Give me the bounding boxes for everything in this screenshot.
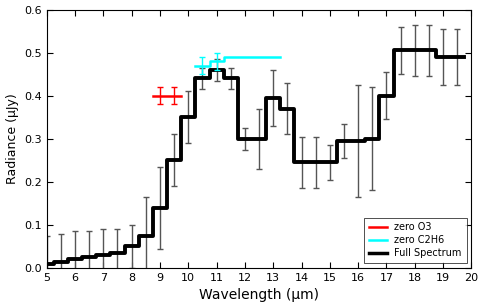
Legend: zero O3, zero C2H6, Full Spectrum: zero O3, zero C2H6, Full Spectrum [364, 218, 467, 263]
zero C2H6 [263, 55, 269, 59]
X-axis label: Wavelength (μm): Wavelength (μm) [199, 289, 319, 302]
Full Spectrum [391, 49, 396, 52]
Line: Full Spectrum: Full Spectrum [40, 51, 464, 264]
zero O3 [150, 94, 156, 98]
Y-axis label: Radiance (μJy): Radiance (μJy) [5, 93, 18, 184]
Full Spectrum [107, 251, 113, 255]
zero C2H6 [221, 59, 227, 63]
Full Spectrum [37, 262, 43, 265]
Full Spectrum [150, 234, 156, 237]
zero C2H6 [249, 55, 255, 59]
zero C2H6 [277, 55, 283, 59]
zero O3 [178, 94, 184, 98]
zero C2H6 [235, 55, 241, 59]
zero C2H6 [249, 55, 255, 59]
Full Spectrum [164, 206, 170, 209]
zero O3 [164, 94, 170, 98]
zero C2H6 [193, 64, 198, 67]
Full Spectrum [306, 161, 312, 164]
Full Spectrum [178, 159, 184, 162]
zero C2H6 [221, 55, 227, 59]
zero C2H6 [207, 64, 212, 67]
zero C2H6 [263, 55, 269, 59]
zero C2H6 [207, 59, 212, 63]
zero C2H6 [235, 55, 241, 59]
Line: zero C2H6: zero C2H6 [196, 57, 280, 66]
Full Spectrum [461, 55, 467, 59]
Full Spectrum [178, 116, 184, 119]
zero O3 [164, 94, 170, 98]
